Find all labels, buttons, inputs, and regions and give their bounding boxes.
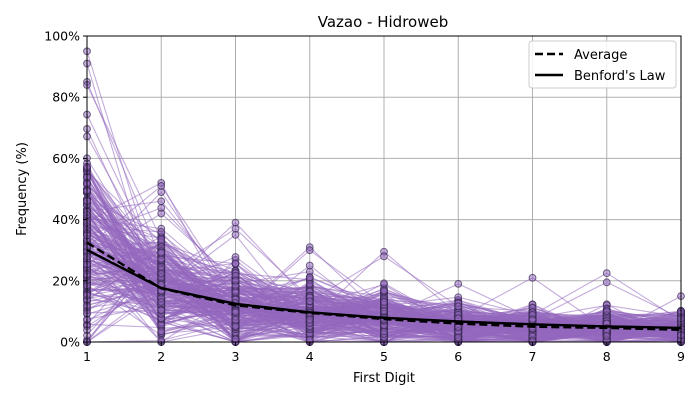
x-tick-label: 2 <box>157 349 165 364</box>
station-point <box>454 302 463 311</box>
station-point <box>157 188 166 196</box>
station-point <box>305 261 314 270</box>
x-tick-label: 1 <box>83 349 91 364</box>
station-point <box>602 278 611 287</box>
legend: Average Benford's Law <box>528 40 677 89</box>
y-tick-label: 20% <box>52 273 80 288</box>
station-point <box>380 279 388 288</box>
y-axis: 0% 20% 40% 60% 80% 100% <box>44 29 87 350</box>
x-tick-label: 3 <box>232 349 240 364</box>
station-point <box>528 273 537 282</box>
chart-title: Vazao - Hidroweb <box>318 13 448 31</box>
station-point <box>231 259 240 268</box>
station-point <box>305 246 314 255</box>
station-point <box>380 252 388 261</box>
station-point <box>305 315 314 324</box>
station-point <box>231 308 240 317</box>
legend-box <box>528 40 677 89</box>
station-point <box>231 315 240 324</box>
station-point <box>305 279 314 288</box>
station-point <box>157 235 166 244</box>
station-point <box>157 248 166 257</box>
station-point <box>157 327 166 335</box>
station-point <box>380 298 388 306</box>
station-point <box>157 255 166 264</box>
x-tick-label: 7 <box>529 349 537 364</box>
y-tick-label: 40% <box>52 212 80 227</box>
summary-lines <box>86 241 682 331</box>
x-tick-label: 9 <box>677 349 685 364</box>
station-point <box>157 306 166 315</box>
station-point <box>380 307 388 315</box>
station-point <box>157 209 166 218</box>
x-axis: 1 2 3 4 5 6 7 8 9 <box>83 342 685 364</box>
x-tick-label: 6 <box>454 349 462 364</box>
benford-line <box>86 248 682 330</box>
legend-benford-label: Benford's Law <box>574 69 666 84</box>
station-points <box>83 47 685 346</box>
x-tick-label: 4 <box>306 349 314 364</box>
y-tick-label: 60% <box>52 151 80 166</box>
station-point <box>454 333 463 342</box>
x-tick-label: 5 <box>380 349 388 364</box>
y-tick-label: 0% <box>60 335 80 350</box>
station-point <box>454 279 463 288</box>
station-point <box>157 228 166 236</box>
station-point <box>231 288 240 297</box>
station-point <box>602 332 611 340</box>
station-point <box>305 273 314 282</box>
station-point <box>602 269 611 278</box>
y-axis-title: Frequency (%) <box>15 142 30 236</box>
station-point <box>231 231 240 239</box>
station-point <box>380 327 388 336</box>
station-point <box>157 262 166 271</box>
x-axis-title: First Digit <box>353 371 415 386</box>
y-tick-label: 100% <box>44 29 80 44</box>
station-point <box>157 297 166 306</box>
station-point <box>157 197 166 206</box>
station-point <box>305 297 314 306</box>
y-tick-label: 80% <box>52 90 80 105</box>
x-tick-label: 8 <box>603 349 611 364</box>
station-point <box>231 276 240 285</box>
station-point <box>231 253 240 261</box>
station-point <box>380 286 388 295</box>
station-point <box>157 269 166 278</box>
legend-average-label: Average <box>574 48 627 63</box>
station-point <box>528 315 537 324</box>
station-point <box>602 307 611 315</box>
